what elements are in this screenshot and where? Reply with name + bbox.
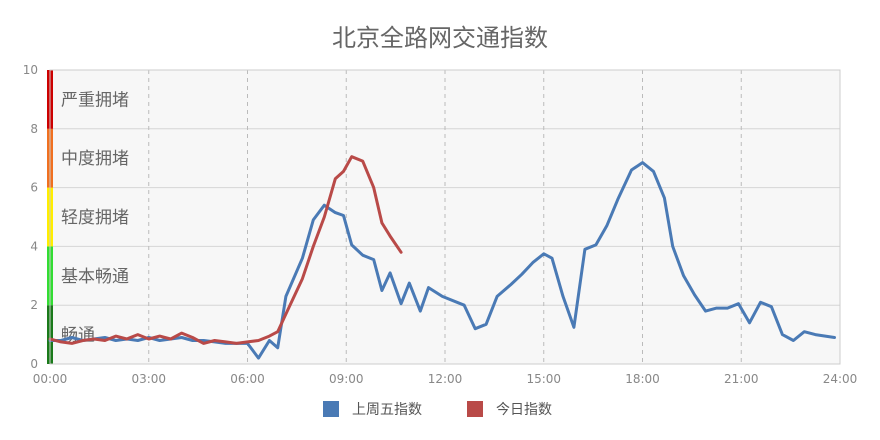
y-tick-label: 6	[30, 181, 38, 195]
y-tick-label: 2	[30, 298, 38, 312]
plot-frame	[49, 69, 841, 365]
x-tick-label: 03:00	[131, 372, 166, 386]
band-label: 轻度拥堵	[61, 208, 129, 228]
y-tick-label: 10	[23, 63, 38, 77]
legend-label-today: 今日指数	[496, 402, 552, 418]
band-label: 严重拥堵	[61, 90, 129, 110]
legend: 上周五指数 今日指数	[323, 401, 552, 418]
series-line-last-friday[interactable]	[48, 161, 836, 360]
x-tick-label: 18:00	[625, 372, 660, 386]
legend-item-last-friday[interactable]: 上周五指数	[323, 401, 422, 418]
x-tick-label: 09:00	[329, 372, 364, 386]
y-tick-label: 8	[30, 122, 38, 136]
x-tick-label: 12:00	[428, 372, 463, 386]
legend-swatch-today	[467, 401, 483, 417]
legend-item-today[interactable]: 今日指数	[467, 401, 552, 418]
y-tick-label: 4	[30, 239, 38, 253]
x-tick-label: 21:00	[724, 372, 759, 386]
x-tick-label: 24:00	[823, 372, 858, 386]
legend-swatch-last-friday	[323, 401, 339, 417]
series-line-today[interactable]	[48, 155, 403, 345]
legend-label-last-friday: 上周五指数	[352, 402, 422, 418]
x-tick-label: 15:00	[526, 372, 561, 386]
band-label: 中度拥堵	[61, 149, 129, 169]
y-tick-label: 0	[30, 357, 38, 371]
x-tick-label: 06:00	[230, 372, 265, 386]
x-tick-label: 00:00	[33, 372, 68, 386]
band-label: 基本畅通	[61, 267, 129, 287]
chart-title: 北京全路网交通指数	[332, 24, 548, 52]
